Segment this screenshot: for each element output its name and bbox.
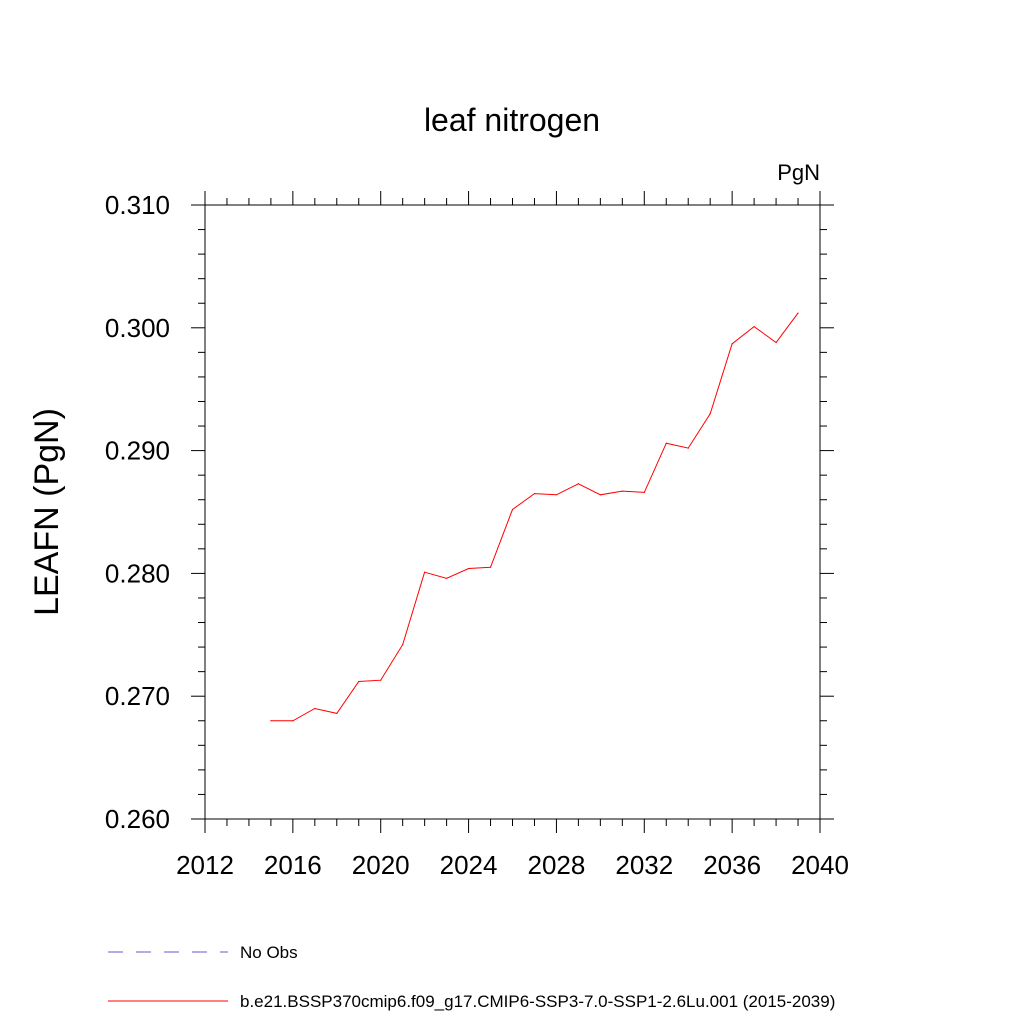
data-point [467, 567, 470, 570]
data-point [555, 494, 558, 496]
data-point [511, 508, 514, 511]
x-tick-label: 2028 [528, 850, 586, 880]
x-tick-label: 2016 [264, 850, 322, 880]
data-point [533, 492, 536, 495]
data-point [292, 720, 294, 722]
data-point [775, 341, 777, 344]
data-point [643, 491, 645, 493]
data-point [489, 566, 492, 568]
data-point [402, 644, 404, 646]
x-tick-label: 2012 [176, 850, 234, 880]
y-tick-label: 0.300 [105, 313, 170, 343]
data-point [270, 720, 272, 722]
legend: No Obs b.e21.BSSP370cmip6.f09_g17.CMIP6-S… [108, 943, 835, 1011]
x-tick-label: 2036 [703, 850, 761, 880]
data-point [314, 707, 316, 710]
units-label: PgN [777, 160, 820, 185]
data-point [709, 413, 711, 415]
data-point [687, 447, 689, 449]
y-tick-label: 0.280 [105, 558, 170, 588]
y-tick-label: 0.260 [105, 804, 170, 834]
series-layer [270, 312, 799, 722]
x-tick-label: 2024 [440, 850, 498, 880]
x-tick-label: 2040 [791, 850, 849, 880]
chart-title: leaf nitrogen [424, 102, 600, 138]
data-point [446, 577, 448, 579]
legend-label: No Obs [240, 943, 298, 962]
y-tick-label: 0.310 [105, 190, 170, 220]
data-point [358, 680, 360, 683]
x-tick-label: 2020 [352, 850, 410, 880]
data-point [797, 312, 799, 314]
plot-frame [204, 204, 821, 820]
data-point [336, 712, 338, 714]
y-tick-label: 0.270 [105, 681, 170, 711]
data-point [599, 494, 601, 496]
data-point [577, 483, 579, 485]
x-axis-ticks: 2012 2016 2020 2024 2028 2032 2036 2040 [176, 191, 849, 880]
data-point [665, 442, 667, 444]
data-point [380, 679, 382, 681]
legend-label: b.e21.BSSP370cmip6.f09_g17.CMIP6-SSP3-7.… [240, 992, 835, 1011]
y-axis-label: LEAFN (PgN) [28, 408, 66, 616]
data-point [621, 490, 623, 492]
y-axis-ticks: 0.260 0.270 0.280 0.290 0.300 0.310 [105, 190, 834, 834]
data-point [753, 325, 755, 328]
data-point [424, 571, 426, 573]
y-tick-label: 0.290 [105, 436, 170, 466]
series-line [270, 312, 799, 722]
x-tick-label: 2032 [615, 850, 673, 880]
data-point [731, 343, 733, 345]
